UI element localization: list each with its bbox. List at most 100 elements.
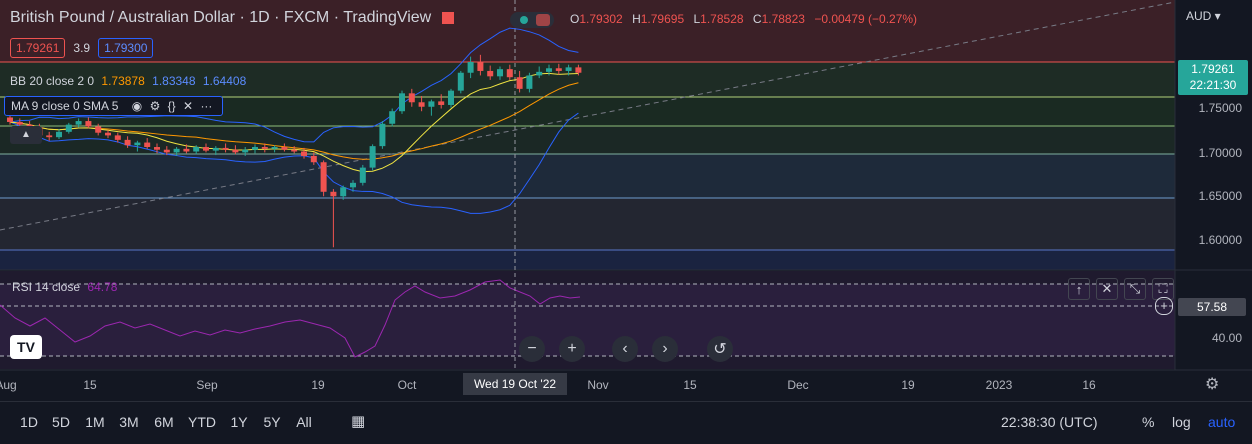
timeframe-5y[interactable]: 5Y (263, 414, 281, 430)
spread-value: 3.9 (73, 41, 91, 55)
bb-upper-value: 1.83348 (152, 74, 196, 88)
source: TradingView (343, 9, 432, 26)
close-icon[interactable]: ✕ (183, 99, 194, 113)
bb-basis-value: 1.73878 (101, 74, 145, 88)
candle-body (350, 182, 356, 188)
buy-button[interactable]: 1.79300 (98, 38, 154, 58)
close-pane-icon[interactable]: ✕ (1096, 278, 1118, 300)
candle-body (526, 75, 533, 89)
log-toggle[interactable]: log (1172, 414, 1191, 430)
candle-body (26, 124, 33, 128)
candle-body (506, 69, 513, 78)
date-range-icon[interactable]: ▦ (351, 413, 366, 430)
candle-body (124, 139, 131, 146)
candle-body (575, 67, 582, 73)
symbol-name[interactable]: British Pound / Australian Dollar (10, 9, 235, 26)
scroll-right-button[interactable]: › (652, 336, 678, 362)
timeframe-5d[interactable]: 5D (52, 414, 70, 430)
exchange: FXCM (283, 9, 330, 26)
rsi-tick: 40.00 (1211, 331, 1242, 345)
candle-body (399, 93, 405, 112)
candle-body (408, 93, 415, 103)
close-value: 1.78823 (761, 12, 805, 26)
zone-navy (0, 250, 1175, 270)
currency-label[interactable]: AUD ▾ (1186, 9, 1221, 23)
code-icon[interactable]: {} (167, 99, 176, 113)
timeframe-1d[interactable]: 1D (20, 414, 38, 430)
percent-toggle[interactable]: % (1142, 414, 1155, 430)
current-price-label: 1.79261 22:21:30 (1178, 60, 1248, 95)
move-up-icon[interactable]: ↑ (1068, 278, 1090, 300)
zone-green (0, 62, 1175, 97)
timeframe-1y[interactable]: 1Y (230, 414, 248, 430)
time-label: 15 (83, 378, 97, 392)
settings-icon[interactable]: ⚙ (1205, 376, 1220, 393)
candle-body (281, 147, 288, 150)
candle-body (555, 68, 562, 71)
candle-body (546, 68, 552, 72)
bb-legend[interactable]: BB 20 close 2 0 1.73878 1.83348 1.64408 (10, 74, 247, 88)
zoom-in-button[interactable]: + (559, 336, 585, 362)
candle-body (134, 142, 141, 146)
candle-body (261, 147, 268, 149)
clock[interactable]: 22:38:30 (UTC) (1001, 414, 1098, 430)
candle-body (340, 187, 347, 197)
price-tick: 1.60000 (1198, 233, 1242, 247)
timeframe-3m[interactable]: 3M (119, 414, 139, 430)
candle-body (163, 149, 170, 153)
maximize-pane-icon[interactable]: ⛶ (1152, 278, 1174, 300)
candle-body (173, 148, 180, 153)
time-label: Sep (196, 378, 218, 392)
gear-icon[interactable]: ⚙ (149, 99, 161, 113)
sell-button[interactable]: 1.79261 (10, 38, 66, 58)
candle-body (536, 71, 543, 76)
timeframe-1m[interactable]: 1M (85, 414, 105, 430)
candle-body (477, 62, 484, 71)
toggle-dot-icon-2 (536, 14, 550, 26)
rsi-add-icon[interactable]: + (1155, 297, 1173, 315)
zoom-out-button[interactable]: − (519, 336, 545, 362)
collapse-legend-button[interactable]: ▲ (10, 126, 42, 144)
candle-body (448, 90, 454, 105)
candle-body (232, 149, 239, 153)
flag-icon[interactable] (441, 11, 454, 24)
candle-body (301, 151, 307, 156)
candle-body (428, 101, 435, 107)
candle-body (252, 147, 258, 150)
timeframe-all[interactable]: All (296, 414, 312, 430)
candle-body (183, 148, 190, 152)
scroll-left-button[interactable]: ‹ (612, 336, 638, 362)
candle-body (65, 124, 72, 132)
bb-lower-value: 1.64408 (202, 74, 247, 88)
more-icon[interactable]: ··· (200, 99, 213, 113)
candle-body (271, 147, 278, 149)
market-toggle[interactable] (510, 12, 554, 28)
tradingview-logo[interactable]: TV (10, 335, 42, 359)
zone-gray (0, 198, 1175, 250)
auto-toggle[interactable]: auto (1208, 414, 1236, 430)
bb-lower-line (9, 112, 579, 214)
candle-body (487, 70, 494, 77)
candle-body (193, 147, 200, 152)
interval[interactable]: 1D (249, 9, 270, 26)
candle-body (144, 142, 151, 148)
candle-body (7, 117, 13, 122)
time-label: 19 (901, 378, 915, 392)
timeframe-6m[interactable]: 6M (154, 414, 174, 430)
rsi-value: 64.78 (87, 280, 118, 294)
eye-icon[interactable]: ◉ (131, 99, 143, 113)
ma-legend[interactable]: MA 9 close 0 SMA 5 ◉ ⚙ {} ✕ ··· (4, 96, 224, 116)
candle-body (75, 121, 82, 125)
candle-body (497, 69, 503, 77)
rsi-legend[interactable]: RSI 14 close 64.78 (12, 280, 118, 294)
zone-blue (0, 154, 1175, 198)
low-value: 1.78528 (700, 12, 744, 26)
price-tick: 1.65000 (1198, 189, 1242, 203)
reset-chart-button[interactable]: ↺ (707, 336, 733, 362)
collapse-pane-icon[interactable]: ⤡ (1124, 278, 1146, 300)
timeframe-ytd[interactable]: YTD (188, 414, 216, 430)
price-tick: 1.70000 (1198, 146, 1242, 160)
candle-body (359, 167, 366, 183)
candle-body (56, 131, 62, 138)
